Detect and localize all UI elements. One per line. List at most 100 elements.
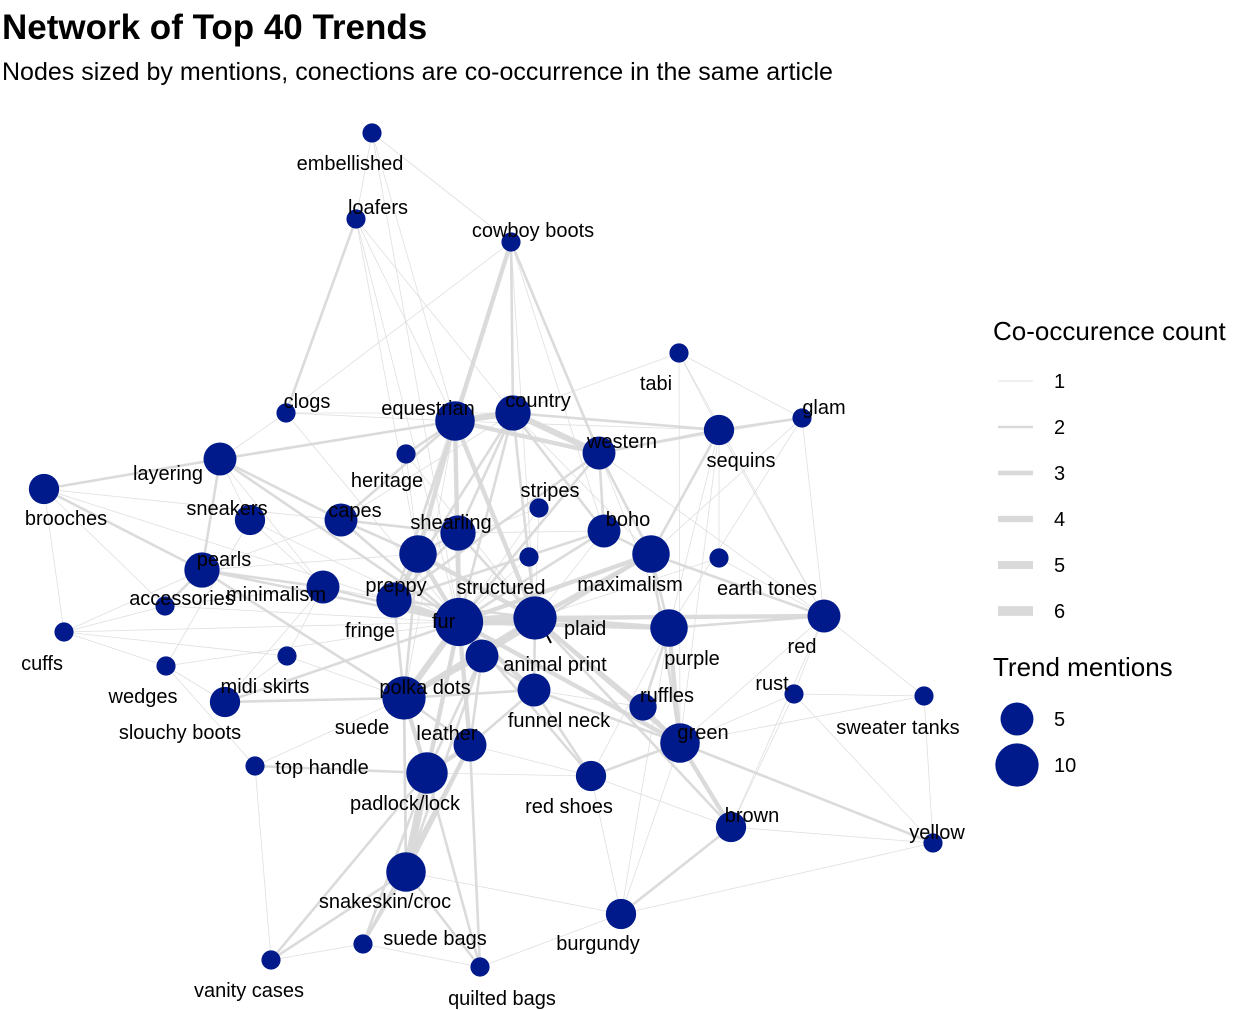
node-label-structured: structured [457, 577, 546, 599]
node-red-shoes [575, 760, 607, 792]
legend-edge-label-3: 3 [1054, 463, 1065, 485]
node-cuffs [54, 622, 74, 642]
edge-tabi--green [678, 352, 681, 744]
node-label-rust: rust [755, 673, 789, 695]
edge-embellished--cowboy-boots [371, 132, 512, 243]
edge-polka-dots--slouchy-boots [224, 696, 405, 704]
legend-edge-label-5: 5 [1054, 555, 1065, 577]
edge-sequins--maximalism [649, 429, 721, 555]
node-label-animal-print: animal print [503, 654, 607, 676]
node-accessories [155, 596, 175, 616]
edge-animal-print--padlock-lock [425, 655, 484, 774]
node-label-snakeskin-croc: snakeskin/croc [319, 891, 451, 913]
edge-loafers--country [355, 218, 514, 414]
node-layering [203, 442, 237, 476]
edge-clogs--equestrian [285, 412, 456, 422]
chart-subtitle: Nodes sized by mentions, conections are … [2, 58, 833, 86]
edge-wedges--top-handle [165, 665, 256, 767]
node-stripes [529, 498, 549, 518]
node-label-earth-tones: earth tones [717, 578, 817, 600]
edge-fur--wedges [165, 621, 460, 667]
node-equestrian [435, 401, 475, 441]
edge-red-shoes--burgundy [590, 775, 622, 915]
edge-plaid--ruffles [534, 616, 644, 709]
node-label-vanity-cases: vanity cases [194, 980, 304, 1002]
edge-country--sequins [512, 411, 720, 432]
edge-loafers--equestrian [355, 218, 456, 422]
node-boho [587, 514, 621, 548]
node-label-red: red [788, 636, 817, 658]
legend-edge-label-2: 2 [1054, 417, 1065, 439]
node-capes [324, 503, 358, 537]
edge-country--fur [457, 412, 515, 623]
edge-loafers--fur [355, 218, 460, 623]
node-label-ruffles: ruffles [640, 685, 694, 707]
edge-sequins--green [679, 429, 720, 744]
node-structured [519, 547, 539, 567]
legend-edge-label-1: 1 [1054, 371, 1065, 393]
edge-funnel-neck--green [533, 688, 681, 745]
edge-suede-bags--vanity-cases [270, 943, 364, 961]
node-label-brown: brown [725, 805, 779, 827]
edge-top-handle--padlock-lock [254, 764, 428, 775]
node-label-green: green [677, 722, 728, 744]
edge-western--fringe [393, 451, 600, 602]
node-top-handle [245, 756, 265, 776]
edge-loafers--preppy [355, 218, 419, 555]
node-layer [28, 123, 943, 977]
edge-rust--sweater-tanks [793, 693, 925, 697]
node-label-glam: glam [802, 397, 845, 419]
node-label-country: country [505, 390, 571, 412]
edge-brown--yellow [730, 826, 934, 844]
edge-leather--suede-bags [361, 744, 472, 945]
edge-capes--shearling [340, 518, 459, 535]
edge-equestrian--plaid [452, 420, 538, 619]
node-label-cuffs: cuffs [21, 653, 63, 675]
edge-polka-dots--funnel-neck [403, 688, 535, 700]
node-tabi [669, 343, 689, 363]
edge-top-handle--vanity-cases [254, 765, 272, 961]
edge-preppy--polka-dots [402, 553, 420, 699]
node-brown [715, 811, 747, 843]
edge-red--purple [668, 614, 825, 630]
node-label-yellow: yellow [909, 822, 965, 844]
edge-western--fur [457, 452, 601, 623]
edge-brooches--cuffs [43, 488, 65, 633]
edge-suede-bags--quilted-bags [362, 943, 481, 968]
node-heritage [396, 444, 416, 464]
edge-country--maximalism [512, 412, 652, 555]
node-label-funnel-neck: funnel neck [508, 710, 611, 732]
node-label-padlock-lock: padlock/lock [350, 793, 461, 815]
edge-cowboy-boots--boho [510, 241, 605, 532]
edge-polka-dots--top-handle [254, 697, 405, 767]
edge-sweater-tanks--red [823, 615, 925, 697]
edge-embellished--equestrian [371, 132, 456, 422]
edge-accessories--minimalism [164, 586, 324, 607]
node-red [807, 599, 841, 633]
edge-rust--brown [730, 693, 795, 828]
edge-minimalism--slouchy-boots [224, 586, 324, 703]
node-label-sequins: sequins [707, 450, 776, 472]
edge-capes--pearls [201, 519, 342, 571]
edge-green--yellow [679, 741, 934, 845]
node-label-leather: leather [416, 723, 477, 745]
edge-tabi--red [678, 352, 825, 617]
node-label-fringe: fringe [345, 620, 395, 642]
node-label-maximalism: maximalism [577, 574, 683, 596]
node-leather [453, 728, 487, 762]
edge-loafers--clogs [284, 218, 358, 414]
node-label-sweater-tanks: sweater tanks [836, 717, 959, 739]
edge-brooches--pearls [43, 487, 203, 572]
node-western [582, 436, 616, 470]
edge-tabi--country [512, 352, 680, 414]
node-label-tabi: tabi [640, 373, 672, 395]
edge-shearling--boho [457, 530, 605, 534]
node-label-plaid: plaid [564, 618, 606, 640]
edge-layering--capes [219, 457, 342, 522]
node-label-equestrian: equestrian [381, 398, 474, 420]
edge-leather--red-shoes [469, 744, 592, 777]
node-label-polka-dots: polka dots [379, 677, 470, 699]
node-label-loafers: loafers [348, 197, 408, 219]
edge-sweater-tanks--green [679, 695, 925, 744]
node-quilted-bags [470, 957, 490, 977]
